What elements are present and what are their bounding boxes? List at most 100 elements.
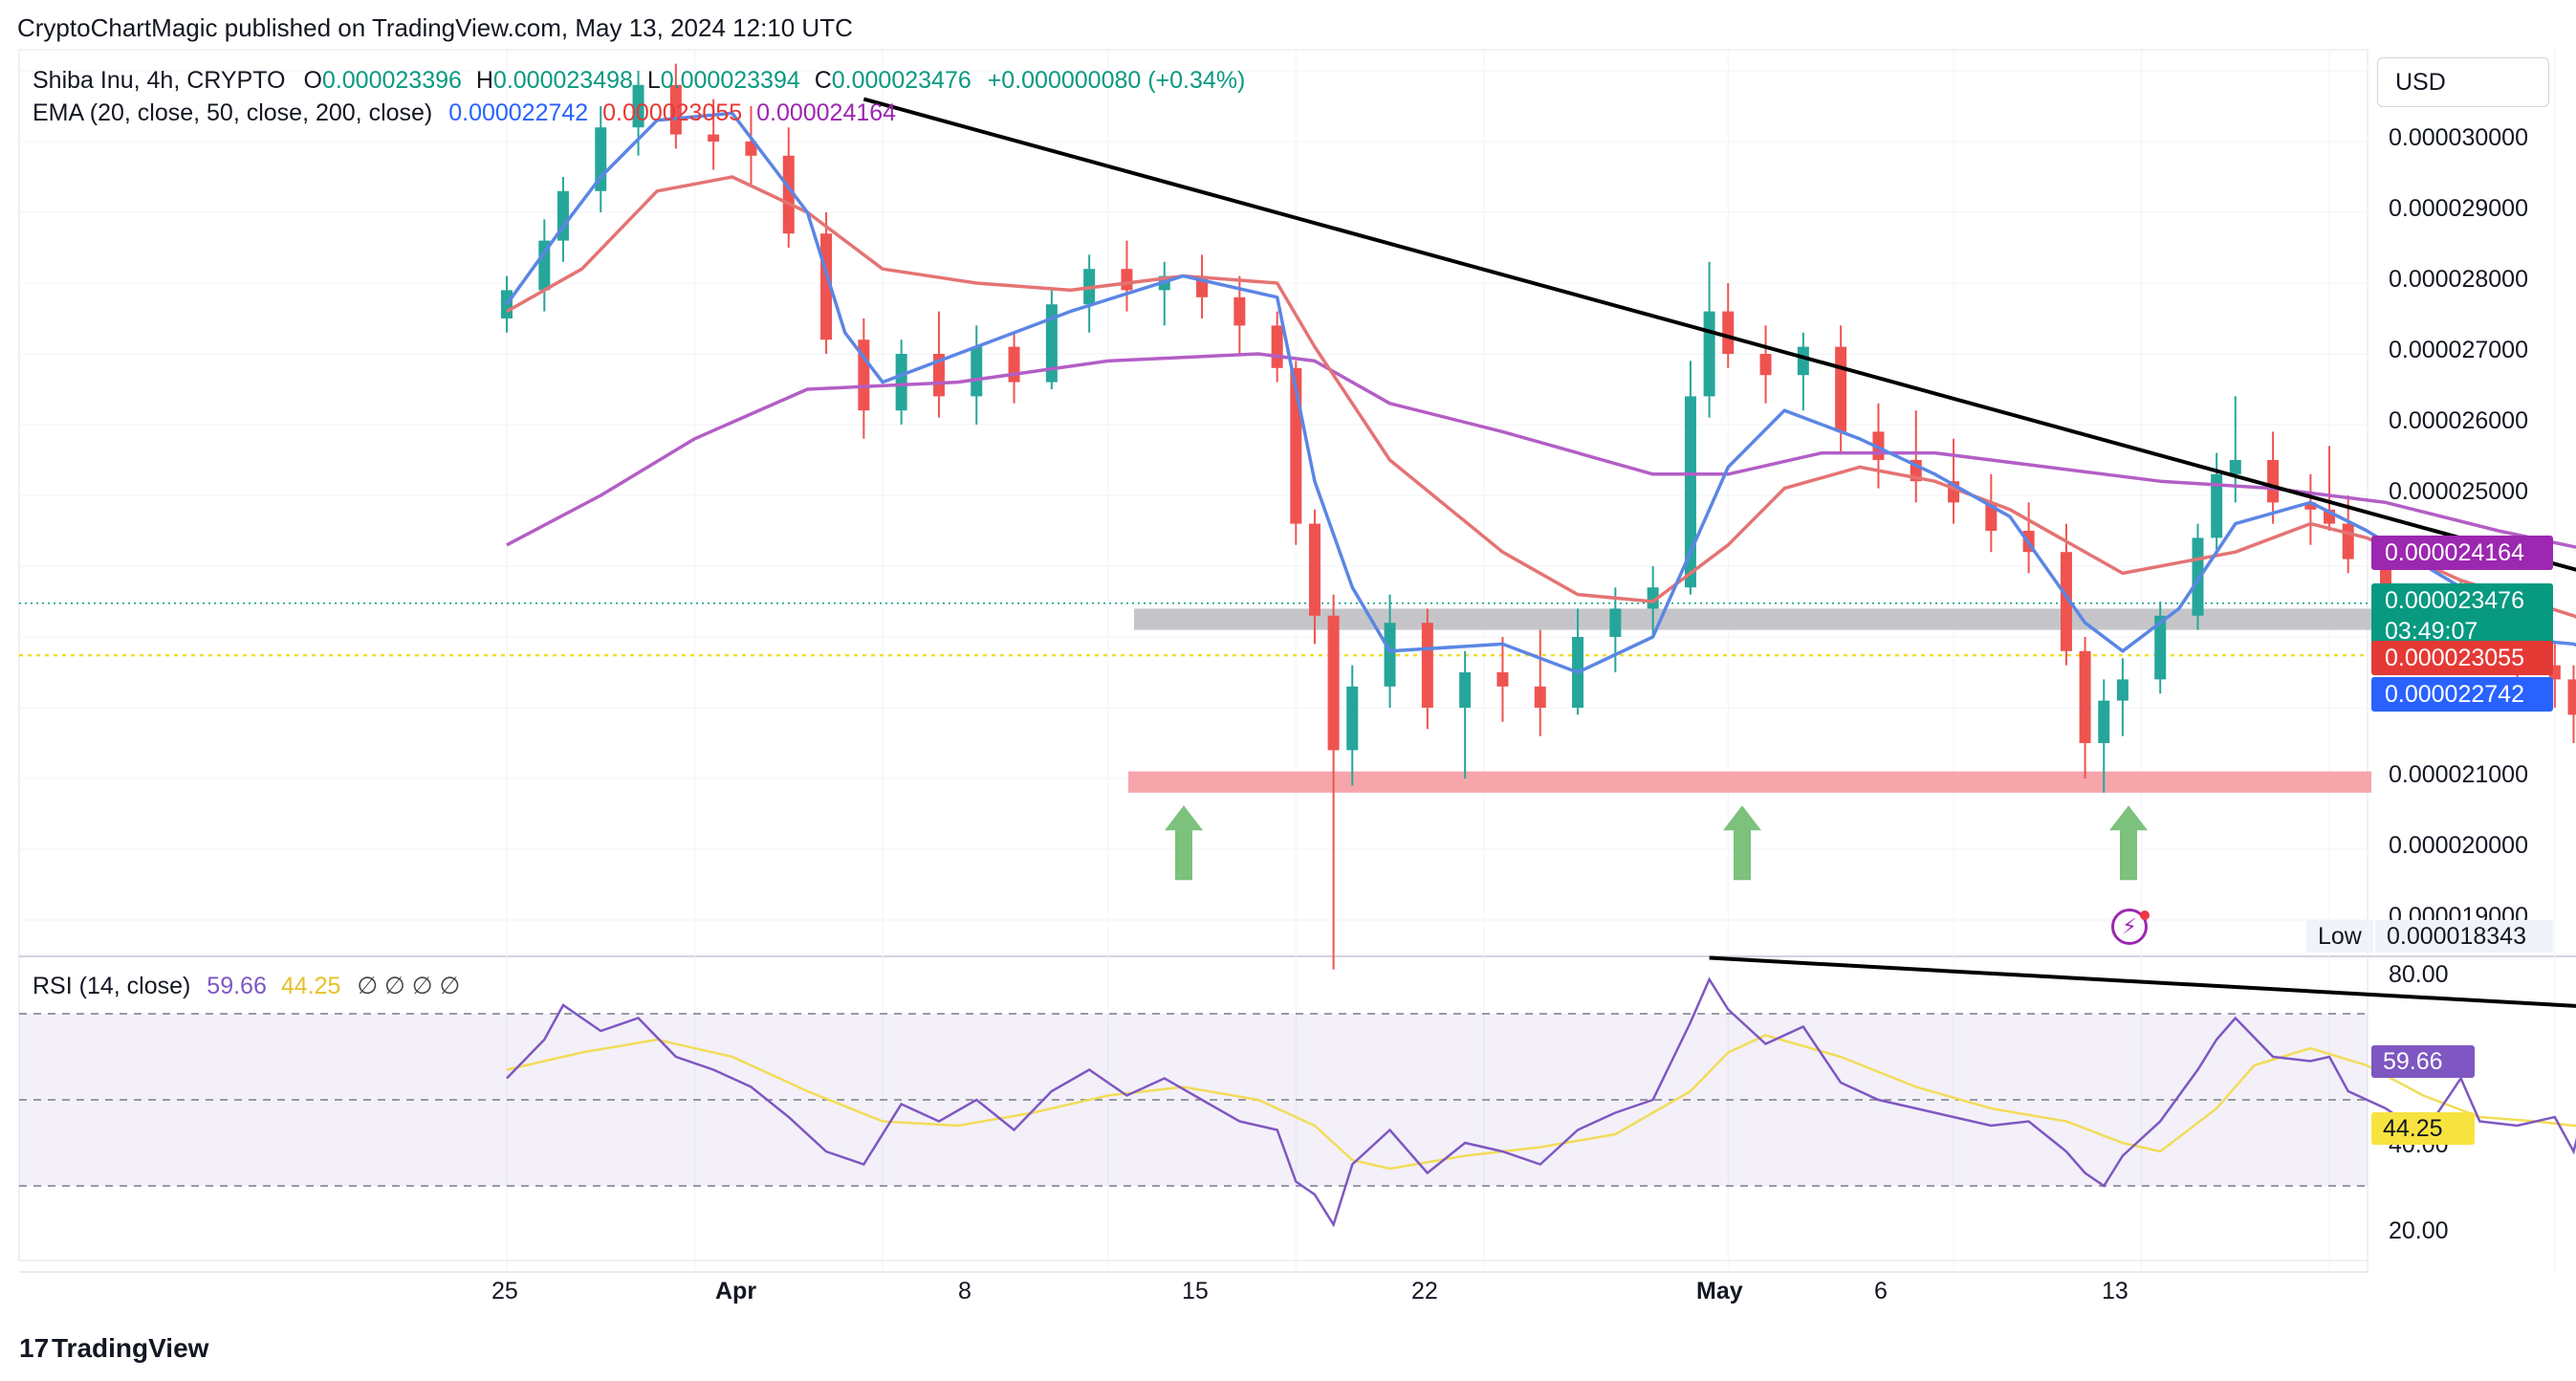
rsi-name[interactable]: RSI (14, close) — [33, 973, 191, 999]
candle-body — [1271, 325, 1283, 368]
notification-dot-icon — [2140, 910, 2150, 920]
price-tick: 0.000030000 — [2389, 124, 2528, 151]
candle-body — [669, 84, 682, 135]
brand-text: TradingView — [52, 1333, 209, 1363]
candle-body — [2304, 502, 2317, 510]
candle-body — [895, 354, 907, 411]
time-label: 25 — [491, 1278, 518, 1304]
candle-body — [2116, 679, 2128, 701]
candle-body — [1121, 269, 1133, 291]
time-label: 6 — [1874, 1278, 1888, 1304]
low-value: 0.000018343 — [2375, 920, 2553, 953]
price-tick: 0.000027000 — [2389, 337, 2528, 363]
candle-body — [1722, 311, 1735, 354]
ema20-value: 0.000022742 — [448, 99, 589, 126]
time-label: May — [1696, 1278, 1743, 1304]
empty-slots: ∅ ∅ ∅ ∅ — [357, 973, 461, 999]
candle-body — [1045, 304, 1058, 383]
candle-body — [1703, 311, 1715, 397]
candle-body — [2079, 650, 2091, 743]
price-tick: 0.000029000 — [2389, 195, 2528, 222]
publisher-text: CryptoChartMagic published on TradingVie… — [17, 13, 853, 42]
candle-body — [2098, 700, 2110, 743]
symbol-legend[interactable]: Shiba Inu, 4h, CRYPTO O0.000023396 H0.00… — [33, 67, 1245, 95]
tradingview-logo-icon: 17 — [19, 1333, 50, 1363]
candle-body — [632, 84, 644, 128]
candle-body — [1459, 672, 1472, 708]
close-label: C — [814, 67, 832, 94]
candle-body — [2342, 523, 2354, 559]
low-label: L — [646, 67, 661, 94]
support-zone — [1128, 771, 2371, 793]
change-value: +0.000000080 (+0.34%) — [987, 67, 1246, 94]
candle-body — [1346, 686, 1359, 751]
ema200-value: 0.000024164 — [756, 99, 897, 126]
candle-body — [858, 340, 870, 411]
low-value: 0.000023394 — [660, 67, 800, 94]
candle-body — [971, 346, 983, 397]
ema-line-200 — [506, 352, 2576, 549]
ema-name[interactable]: EMA (20, close, 50, close, 200, close) — [33, 99, 433, 126]
price-tick: 0.000020000 — [2389, 832, 2528, 859]
rsi-tick: 80.00 — [2389, 961, 2449, 988]
candle-body — [1308, 523, 1321, 616]
candle-body — [2267, 460, 2280, 503]
candle-body — [2229, 460, 2241, 474]
time-label: 15 — [1182, 1278, 1209, 1304]
candle-body — [2154, 615, 2167, 680]
support-arrow-2 — [1723, 805, 1761, 881]
high-value: 0.000023498 — [492, 67, 633, 94]
rsi-legend[interactable]: RSI (14, close) 59.66 44.25 ∅ ∅ ∅ ∅ — [33, 972, 460, 1000]
candle-body — [2211, 473, 2223, 538]
ema200-price-tag: 0.000024164 — [2371, 536, 2553, 570]
candle-body — [2567, 679, 2576, 715]
last-price-tag: 0.000023476 — [2371, 583, 2553, 618]
candle-body — [1327, 615, 1340, 751]
time-label: 22 — [1411, 1278, 1438, 1304]
candle-body — [1797, 346, 1809, 376]
price-tick: 0.000021000 — [2389, 761, 2528, 788]
candle-body — [538, 240, 551, 291]
rsi-line — [506, 976, 2576, 1228]
candle-body — [2060, 552, 2072, 651]
candle-body — [1684, 396, 1696, 588]
candle-body — [1496, 672, 1509, 687]
candle-body — [1534, 686, 1546, 708]
ema-legend[interactable]: EMA (20, close, 50, close, 200, close) 0… — [33, 99, 896, 127]
support-arrow-1 — [1165, 805, 1203, 881]
high-label: H — [475, 67, 493, 94]
rsi-value: 59.66 — [207, 973, 267, 999]
time-label: Apr — [715, 1278, 757, 1304]
ema20-price-tag: 0.000022742 — [2371, 677, 2553, 712]
time-label: 8 — [958, 1278, 971, 1304]
tradingview-logo[interactable]: 17 TradingView — [19, 1333, 208, 1364]
price-tick: 0.000026000 — [2389, 407, 2528, 434]
rsi-ma-value: 44.25 — [280, 973, 341, 999]
support-arrow-3 — [2109, 805, 2148, 881]
candle-body — [708, 134, 720, 142]
candle-body — [1233, 296, 1246, 326]
time-label: 13 — [2102, 1278, 2128, 1304]
candle-body — [1384, 623, 1396, 687]
ema-line-50 — [506, 175, 2576, 619]
candle-body — [1759, 354, 1772, 376]
ema50-price-tag: 0.000023055 — [2371, 641, 2553, 675]
rsi-tick: 20.00 — [2389, 1217, 2449, 1244]
close-value: 0.000023476 — [831, 67, 971, 94]
rsi-ma-line — [506, 1034, 2576, 1171]
candle-body — [745, 142, 757, 156]
candle-body — [1008, 346, 1020, 383]
rsi-ma-tag: 44.25 — [2371, 1112, 2475, 1145]
rsi-trendline — [1709, 955, 2576, 1008]
candle-body — [782, 155, 795, 234]
ema50-value: 0.000023055 — [602, 99, 743, 126]
low-label: Low — [2306, 920, 2373, 953]
currency-button[interactable]: USD — [2377, 57, 2549, 107]
open-label: O — [303, 67, 322, 94]
symbol-name[interactable]: Shiba Inu, 4h, CRYPTO — [33, 67, 286, 94]
open-value: 0.000023396 — [321, 67, 462, 94]
lightning-alert-icon[interactable]: ⚡ — [2111, 909, 2148, 945]
rsi-value-tag: 59.66 — [2371, 1045, 2475, 1078]
